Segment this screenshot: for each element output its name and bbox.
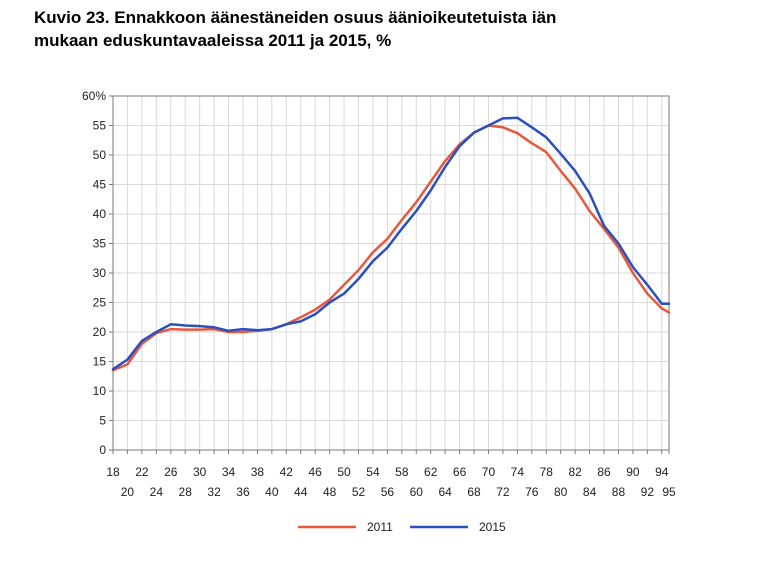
x-tick-label: 26 [164,465,178,479]
x-tick-label: 95 [662,485,676,499]
y-tick-label: 50 [93,148,107,162]
x-tick-label: 50 [337,465,351,479]
x-tick-label: 62 [424,465,438,479]
x-axis-tick-labels: 18 22 26 30 34 38 42 46 50 54 58 62 66 70 74 78 82 86 90 94… [106,465,676,499]
x-tick-label: 46 [309,465,323,479]
chart-grid [109,95,670,454]
y-tick-label: 60% [82,89,106,103]
x-tick-label: 70 [482,465,496,479]
x-tick-label: 78 [540,465,554,479]
x-tick-label: 38 [251,465,265,479]
x-tick-label: 60 [410,485,424,499]
x-tick-label: 44 [294,485,308,499]
x-tick-label: 24 [150,485,164,499]
y-tick-label: 55 [93,119,107,133]
y-tick-label: 35 [93,237,107,251]
x-tick-label: 84 [583,485,597,499]
y-tick-label: 20 [93,325,107,339]
chart-series-group [111,116,671,372]
x-tick-label: 86 [597,465,611,479]
x-tick-label: 72 [496,485,510,499]
y-tick-label: 40 [93,207,107,221]
legend-label-2011: 2011 [367,520,393,534]
x-tick-label: 94 [655,465,669,479]
x-tick-label: 92 [641,485,655,499]
x-tick-label: 22 [135,465,149,479]
x-tick-label: 76 [525,485,539,499]
y-tick-label: 15 [93,355,107,369]
series-line-2015 [111,116,671,371]
x-tick-label: 18 [106,465,120,479]
x-tick-label: 32 [207,485,221,499]
chart-title-line-2: mukaan eduskuntavaaleissa 2011 ja 2015, … [34,31,392,50]
chart-legend: 2011 2015 [298,520,506,534]
x-tick-label: 36 [236,485,250,499]
x-tick-label: 54 [366,465,380,479]
x-tick-label: 74 [511,465,525,479]
x-tick-label: 34 [222,465,236,479]
x-tick-label: 66 [453,465,467,479]
x-tick-label: 90 [626,465,640,479]
y-tick-label: 45 [93,178,107,192]
legend-label-2015: 2015 [479,520,506,534]
plot-area-frame [112,95,670,451]
y-tick-label: 30 [93,266,107,280]
x-tick-label: 48 [323,485,337,499]
x-tick-label: 20 [121,485,135,499]
x-tick-label: 68 [467,485,481,499]
chart-title: Kuvio 23. Ennakkoon äänestäneiden osuus … [34,6,734,52]
y-tick-label: 25 [93,296,107,310]
y-axis-tick-labels: 0 5 10 15 20 25 30 35 40 45 50 55 60% [82,89,106,457]
x-tick-label: 52 [352,485,366,499]
x-tick-label: 42 [280,465,294,479]
x-tick-label: 28 [179,485,193,499]
x-tick-label: 80 [554,485,568,499]
x-tick-label: 82 [568,465,582,479]
y-tick-label: 0 [99,443,106,457]
x-tick-label: 88 [612,485,626,499]
y-tick-label: 10 [93,384,107,398]
y-tick-label: 5 [99,414,106,428]
x-tick-label: 56 [381,485,395,499]
chart-title-line-1: Kuvio 23. Ennakkoon äänestäneiden osuus … [34,8,557,27]
x-tick-label: 64 [438,485,452,499]
series-line-2011 [111,124,671,372]
x-tick-label: 58 [395,465,409,479]
x-tick-label: 30 [193,465,207,479]
x-tick-label: 40 [265,485,279,499]
